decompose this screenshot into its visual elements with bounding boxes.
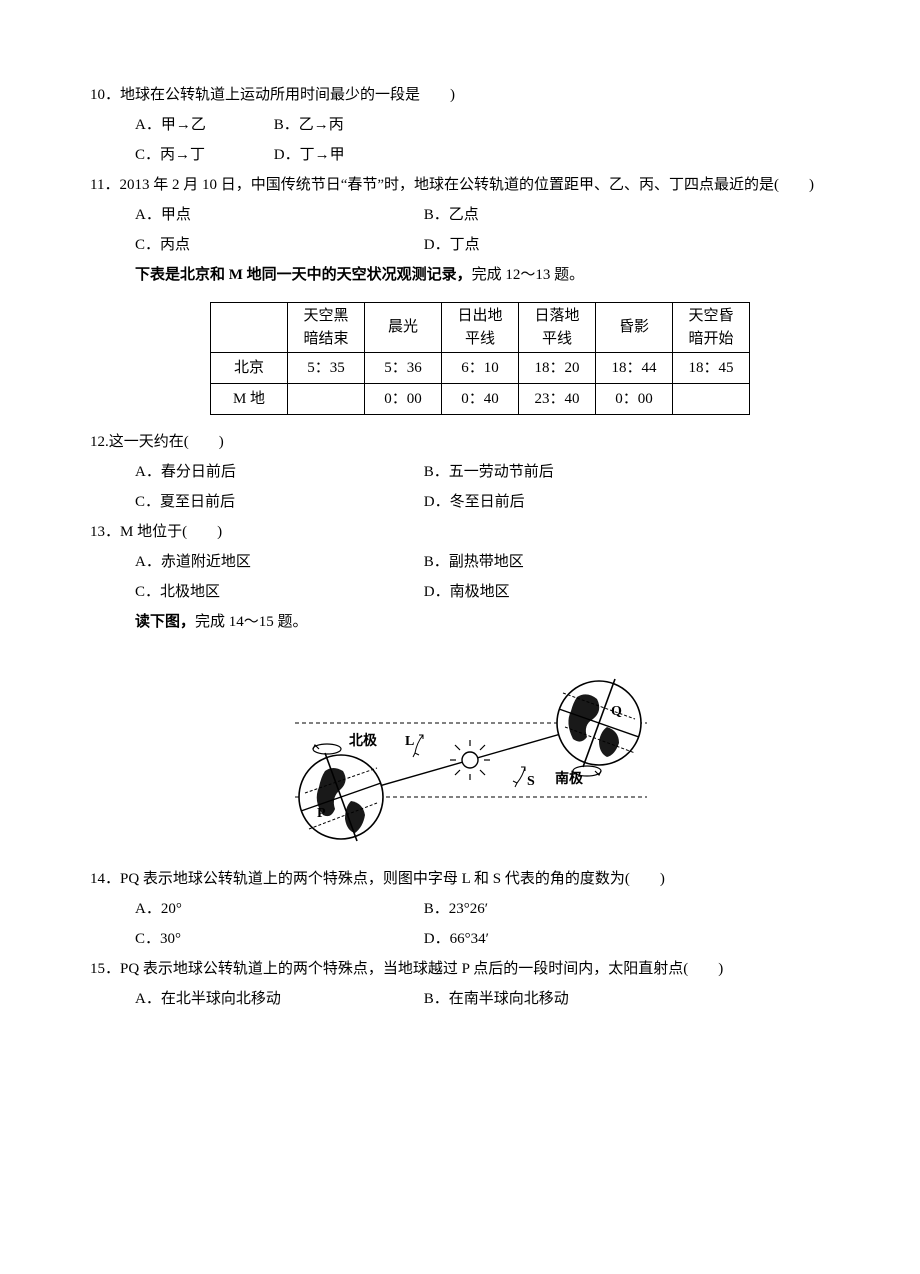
q13-opt-d: D．南极地区: [424, 577, 709, 607]
intro-14-15-bold: 读下图，: [135, 614, 195, 630]
q15-stem: 15．PQ 表示地球公转轨道上的两个特殊点，当地球越过 P 点后的一段时间内，太…: [90, 954, 850, 984]
cell: 0：40: [442, 384, 519, 415]
th-dark-begin: 天空昏 暗开始: [673, 303, 750, 353]
table-row: M 地 0：00 0：40 23：40 0：00: [211, 384, 750, 415]
q15-opt-a: A．在北半球向北移动: [135, 984, 420, 1014]
label-L: L: [405, 734, 414, 749]
orbit-diagram-svg: L S P 北极 Q: [255, 653, 685, 843]
intro-12-13: 下表是北京和 M 地同一天中的天空状况观测记录，完成 12～13 题。: [90, 260, 850, 290]
q12-opt-d: D．冬至日前后: [424, 487, 709, 517]
q10-opt-c: C．丙→丁: [135, 140, 270, 170]
th-dusk: 昏影: [596, 303, 673, 353]
cell: 18：20: [519, 353, 596, 384]
q14-opts-row2: C．30° D．66°34′: [90, 924, 850, 954]
cell: 18：44: [596, 353, 673, 384]
q13-opts-row2: C．北极地区 D．南极地区: [90, 577, 850, 607]
cell: 5：36: [365, 353, 442, 384]
q14-opt-b: B．23°26′: [424, 894, 709, 924]
globe-left: P: [299, 744, 383, 841]
q15-opt-b: B．在南半球向北移动: [424, 984, 709, 1014]
q11-opts-row1: A．甲点 B．乙点: [90, 200, 850, 230]
q12-stem: 12.这一天约在( ): [90, 427, 850, 457]
q10-stem: 10．地球在公转轨道上运动所用时间最少的一段是 ): [90, 80, 850, 110]
label-P: P: [317, 806, 326, 821]
q11-opt-c: C．丙点: [135, 230, 420, 260]
cell: 0：00: [365, 384, 442, 415]
cell: M 地: [211, 384, 288, 415]
cell: 18：45: [673, 353, 750, 384]
cell: 5：35: [288, 353, 365, 384]
q13-opt-c: C．北极地区: [135, 577, 420, 607]
label-north-pole: 北极: [349, 732, 378, 749]
label-south-pole: 南极: [555, 770, 584, 787]
q12-opt-a: A．春分日前后: [135, 457, 420, 487]
cell: 北京: [211, 353, 288, 384]
q11-stem: 11．2013 年 2 月 10 日，中国传统节日“春节”时，地球在公转轨道的位…: [90, 170, 850, 200]
cell: 0：00: [596, 384, 673, 415]
cell: 23：40: [519, 384, 596, 415]
th-sunrise: 日出地 平线: [442, 303, 519, 353]
q11-opts-row2: C．丙点 D．丁点: [90, 230, 850, 260]
table-header-row: 天空黑 暗结束 晨光 日出地 平线 日落地 平线 昏影 天空昏 暗开始: [211, 303, 750, 353]
intro-12-13-tail: 完成 12～13 题。: [472, 267, 585, 283]
q12-opt-b: B．五一劳动节前后: [424, 457, 709, 487]
q13-stem: 13．M 地位于( ): [90, 517, 850, 547]
q14-opts-row1: A．20° B．23°26′: [90, 894, 850, 924]
q14-opt-a: A．20°: [135, 894, 420, 924]
q10-opt-b: B．乙→丙: [274, 110, 409, 140]
q11-opt-b: B．乙点: [424, 200, 709, 230]
q12-opts-row1: A．春分日前后 B．五一劳动节前后: [90, 457, 850, 487]
observation-table: 天空黑 暗结束 晨光 日出地 平线 日落地 平线 昏影 天空昏 暗开始 北京 5…: [210, 302, 750, 415]
th-blank: [211, 303, 288, 353]
table-row: 北京 5：35 5：36 6：10 18：20 18：44 18：45: [211, 353, 750, 384]
cell: [288, 384, 365, 415]
q13-opts-row1: A．赤道附近地区 B．副热带地区: [90, 547, 850, 577]
q14-stem: 14．PQ 表示地球公转轨道上的两个特殊点，则图中字母 L 和 S 代表的角的度…: [90, 864, 850, 894]
th-dark-end: 天空黑 暗结束: [288, 303, 365, 353]
q13-opt-b: B．副热带地区: [424, 547, 709, 577]
q14-opt-d: D．66°34′: [424, 924, 709, 954]
cell: 6：10: [442, 353, 519, 384]
label-S: S: [527, 774, 535, 789]
intro-14-15-tail: 完成 14～15 题。: [195, 614, 308, 630]
q11-opt-d: D．丁点: [424, 230, 709, 260]
q13-opt-a: A．赤道附近地区: [135, 547, 420, 577]
intro-12-13-bold: 下表是北京和 M 地同一天中的天空状况观测记录，: [135, 267, 472, 283]
intro-14-15: 读下图，完成 14～15 题。: [90, 607, 850, 637]
cell: [673, 384, 750, 415]
q14-opt-c: C．30°: [135, 924, 420, 954]
q11-opt-a: A．甲点: [135, 200, 420, 230]
q15-opts-row1: A．在北半球向北移动 B．在南半球向北移动: [90, 984, 850, 1014]
label-Q: Q: [611, 704, 622, 719]
th-sunset: 日落地 平线: [519, 303, 596, 353]
q12-opt-c: C．夏至日前后: [135, 487, 420, 517]
q12-opts-row2: C．夏至日前后 D．冬至日前后: [90, 487, 850, 517]
q10-opts-row1: A．甲→乙 B．乙→丙: [90, 110, 850, 140]
globe-right: Q: [557, 679, 641, 776]
q10-opts-row2: C．丙→丁 D．丁→甲: [90, 140, 850, 170]
sun-icon: [450, 740, 490, 780]
figure-14-15: L S P 北极 Q: [90, 653, 850, 854]
q10-opt-a: A．甲→乙: [135, 110, 270, 140]
q10-opt-d: D．丁→甲: [274, 140, 409, 170]
th-dawn: 晨光: [365, 303, 442, 353]
